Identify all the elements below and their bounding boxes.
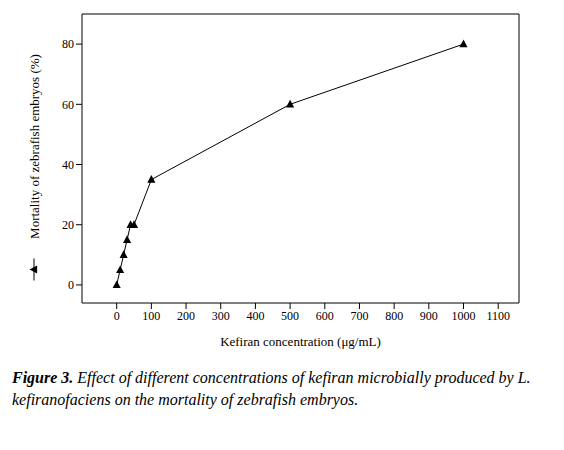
svg-text:80: 80 (62, 37, 74, 51)
svg-text:0: 0 (114, 309, 120, 323)
svg-text:20: 20 (62, 218, 74, 232)
svg-text:200: 200 (177, 309, 195, 323)
svg-text:800: 800 (385, 309, 403, 323)
svg-text:60: 60 (62, 98, 74, 112)
svg-text:400: 400 (246, 309, 264, 323)
svg-text:100: 100 (142, 309, 160, 323)
svg-text:Kefiran concentration (μg/mL): Kefiran concentration (μg/mL) (220, 334, 381, 349)
svg-text:500: 500 (281, 309, 299, 323)
svg-text:600: 600 (316, 309, 334, 323)
svg-text:1000: 1000 (452, 309, 476, 323)
html-text:Figure 3. Effect of different: Figure 3. Effect of different concentrat… (12, 369, 531, 408)
svg-text:Mortality of zebrafish embryos: Mortality of zebrafish embryos (%) (27, 54, 42, 239)
svg-text:40: 40 (62, 158, 74, 172)
svg-text:0: 0 (68, 278, 74, 292)
svg-text:700: 700 (350, 309, 368, 323)
svg-text:1100: 1100 (486, 309, 510, 323)
svg-text:900: 900 (420, 309, 438, 323)
svg-text:300: 300 (212, 309, 230, 323)
